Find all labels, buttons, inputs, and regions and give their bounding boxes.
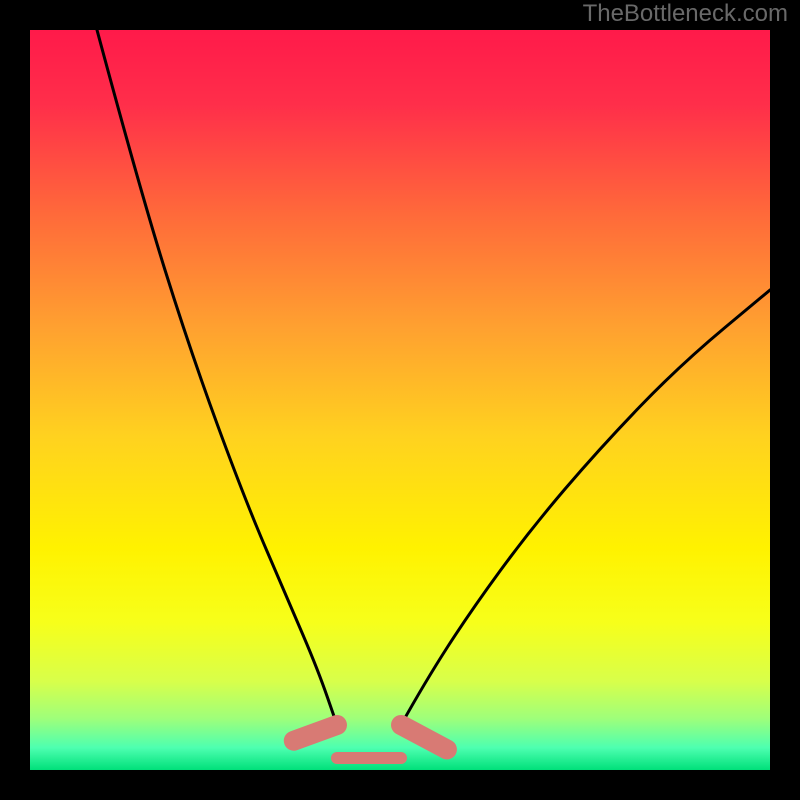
- watermark-text: TheBottleneck.com: [583, 0, 788, 28]
- chart-container: TheBottleneck.com: [0, 0, 800, 800]
- bottleneck-curve-chart: [30, 30, 770, 770]
- gradient-background: [30, 30, 770, 770]
